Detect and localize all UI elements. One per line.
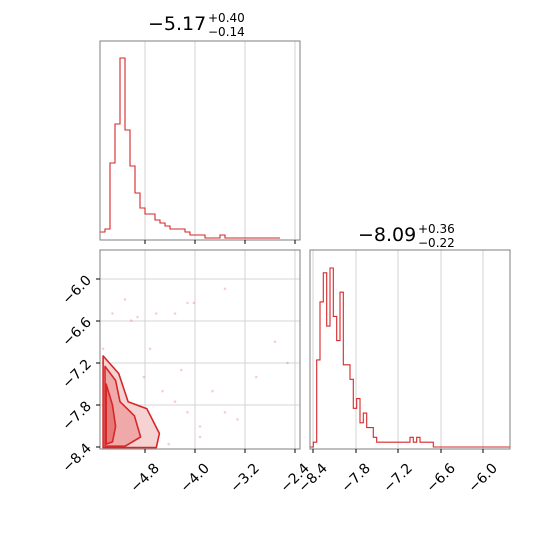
tick-label-bl-y-5: −8.4 xyxy=(59,440,94,475)
scatter-point xyxy=(111,312,114,315)
scatter-point xyxy=(155,312,158,315)
scatter-point xyxy=(286,361,289,365)
tick-label-br-x-3: −7.2 xyxy=(380,461,415,496)
tick-label-bl-x-2: −4.0 xyxy=(177,461,212,496)
title-bottom-right-value: −8.09 xyxy=(358,224,416,246)
scatter-point xyxy=(180,368,183,372)
scatter-point xyxy=(101,347,105,351)
scatter-point xyxy=(136,315,139,319)
scatter-point xyxy=(192,301,196,305)
scatter-point xyxy=(211,389,214,393)
tick-label-bl-x-1: −4.8 xyxy=(127,461,162,496)
contour-level-inner xyxy=(105,383,117,445)
panel-frame-bottom-right xyxy=(309,249,511,450)
scatter-point xyxy=(198,435,202,439)
scatter-point xyxy=(167,442,170,446)
title-top-left-upper: +0.40 xyxy=(208,11,245,25)
histogram-bottom-right xyxy=(310,267,510,448)
title-bottom-right-upper: +0.36 xyxy=(418,222,455,236)
tick-label-bl-y-2: −6.6 xyxy=(59,314,94,349)
scatter-point xyxy=(254,375,258,379)
scatter-point xyxy=(148,347,152,351)
histogram-top-left xyxy=(100,57,280,239)
scatter-point xyxy=(173,400,177,404)
scatter-point xyxy=(273,340,277,344)
tick-label-bl-y-1: −6.0 xyxy=(59,273,94,308)
panel-frame-bottom-left xyxy=(99,249,301,450)
tick-label-br-x-4: −6.6 xyxy=(423,460,458,495)
tick-label-br-x-5: −6.0 xyxy=(465,461,500,496)
contour-levels xyxy=(102,355,161,449)
panel-top-left: −5.17 +0.40 −0.14 xyxy=(99,11,301,244)
scatter-point xyxy=(161,389,164,393)
title-bottom-right-lower: −0.22 xyxy=(418,236,455,250)
title-top-left-lower: −0.14 xyxy=(208,25,245,39)
scatter-point xyxy=(223,287,227,291)
scatter-point xyxy=(173,312,177,315)
panel-bottom-right: −8.4 −7.8 −7.2 −6.6 −6.0 −8.09 +0.36 −0.… xyxy=(295,222,511,496)
tick-label-bl-x-3: −3.2 xyxy=(227,461,262,496)
tick-label-bl-y-4: −7.8 xyxy=(59,399,94,434)
scatter-point xyxy=(198,425,202,428)
tick-label-br-x-2: −7.8 xyxy=(338,461,373,496)
panel-frame-top-left xyxy=(99,40,301,241)
scatter-point xyxy=(142,375,146,379)
panel-bottom-left: −4.8 −4.0 −3.2 −2.4 −6.0 −6.6 −7.2 −7.8 … xyxy=(59,249,313,496)
scatter-point xyxy=(223,411,227,414)
title-top-left-value: −5.17 xyxy=(148,13,206,35)
tick-label-bl-y-3: −7.2 xyxy=(59,357,94,392)
scatter-point xyxy=(186,301,189,305)
scatter-point xyxy=(236,418,239,421)
scatter-point xyxy=(123,298,127,301)
scatter-point xyxy=(130,319,133,322)
scatter-points xyxy=(101,287,289,446)
scatter-point xyxy=(186,411,189,414)
